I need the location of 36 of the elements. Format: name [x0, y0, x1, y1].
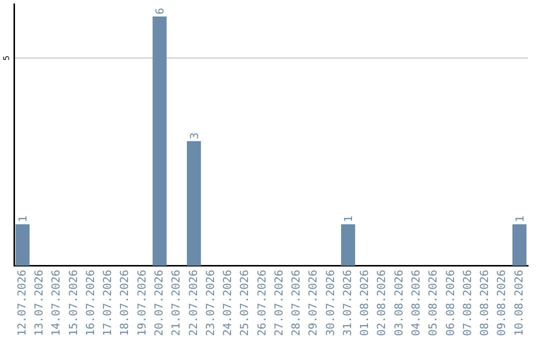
x-tick-label: 07.08.2026: [460, 270, 474, 336]
data-label: 1: [513, 216, 526, 222]
x-tick-label: 13.07.2026: [32, 270, 46, 336]
x-tick-label: 23.07.2026: [204, 270, 217, 336]
data-label: 1: [342, 216, 356, 222]
x-tick-label: 08.08.2026: [478, 270, 492, 336]
x-tick-label: 01.08.2026: [358, 270, 372, 336]
x-tick-label: 02.08.2026: [375, 270, 388, 336]
x-tick-label: 17.07.2026: [101, 270, 114, 336]
x-tick-label: 30.07.2026: [324, 270, 337, 336]
x-tick-label: 19.07.2026: [135, 270, 148, 336]
x-tick-label: 15.07.2026: [66, 270, 80, 336]
x-tick-label: 18.07.2026: [118, 270, 132, 336]
x-tick-label: 27.07.2026: [272, 270, 286, 336]
x-tick-label: 21.07.2026: [170, 270, 183, 336]
x-tick-label: 31.07.2026: [340, 270, 354, 336]
x-tick-label: 14.07.2026: [50, 270, 63, 336]
x-tick-label: 24.07.2026: [221, 270, 234, 336]
data-label: 1: [16, 216, 30, 222]
data-label: 6: [154, 8, 167, 14]
x-tick-label: 26.07.2026: [255, 270, 268, 336]
x-tick-label: 29.07.2026: [306, 270, 320, 336]
x-tick-label: 16.07.2026: [84, 270, 97, 336]
x-tick-label: 06.08.2026: [444, 270, 457, 336]
x-tick-label: 22.07.2026: [186, 270, 200, 336]
x-tick-label: 03.08.2026: [392, 270, 406, 336]
x-tick-label: 28.07.2026: [290, 270, 303, 336]
x-tick-label: 09.08.2026: [495, 270, 508, 336]
x-tick-label: 20.07.2026: [152, 270, 166, 336]
x-tick-label: 10.08.2026: [512, 270, 526, 336]
x-tick-label: 25.07.2026: [238, 270, 252, 336]
y-tick-label: 5: [2, 55, 12, 61]
x-tick-label: 05.08.2026: [426, 270, 440, 336]
data-label: 3: [188, 132, 201, 140]
x-tick-label: 04.08.2026: [409, 270, 422, 336]
x-tick-label: 12.07.2026: [15, 270, 28, 336]
